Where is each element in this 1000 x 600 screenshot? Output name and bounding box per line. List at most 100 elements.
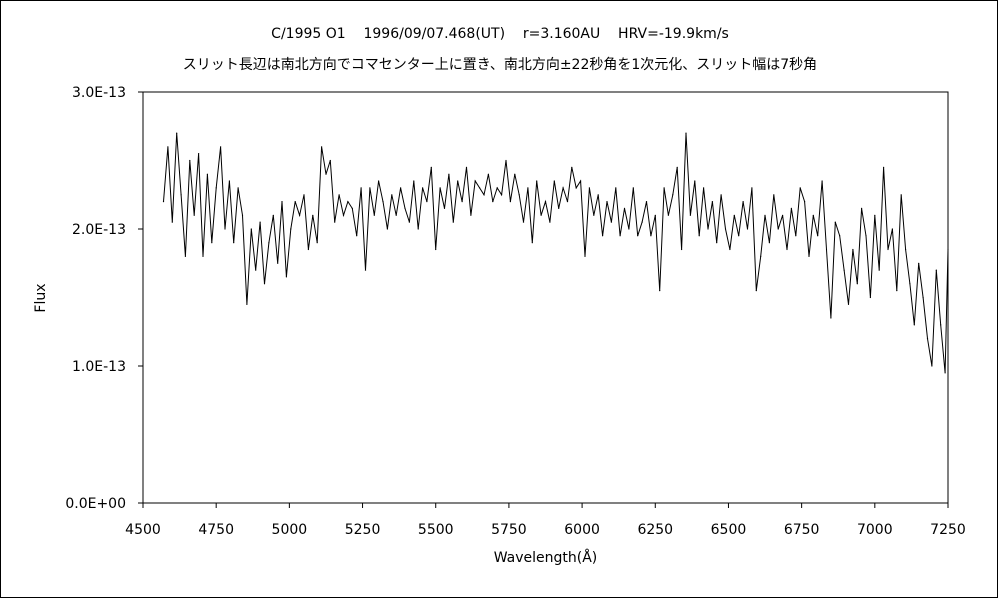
data-point (342, 214, 345, 216)
data-point (268, 242, 270, 244)
data-point (176, 132, 178, 134)
data-point (768, 242, 771, 244)
data-point (457, 180, 459, 182)
data-point (448, 173, 450, 175)
x-tick-label: 5500 (418, 522, 454, 538)
data-point (277, 262, 279, 264)
data-point (571, 166, 573, 168)
data-point (610, 221, 613, 223)
data-point (391, 194, 393, 196)
data-point (167, 146, 169, 148)
data-point (505, 159, 507, 162)
data-point (198, 153, 200, 155)
data-point (193, 214, 195, 216)
data-point (874, 214, 876, 216)
data-point (281, 201, 283, 203)
data-point (584, 255, 586, 257)
data-point (439, 187, 441, 189)
data-point (663, 187, 665, 189)
data-point (575, 187, 577, 189)
x-tick-label: 5250 (345, 522, 381, 538)
y-tick-label: 3.0E-13 (72, 85, 126, 101)
data-point (830, 317, 832, 319)
data-point (623, 207, 626, 209)
data-point (255, 269, 257, 271)
data-point (566, 201, 569, 203)
data-point (738, 235, 740, 237)
data-point (913, 324, 915, 326)
x-tick-label: 4500 (125, 522, 161, 538)
data-point (228, 180, 230, 182)
data-point (562, 187, 564, 189)
data-point (479, 187, 481, 189)
data-point (470, 214, 472, 216)
data-point (935, 269, 937, 271)
data-point (597, 194, 599, 196)
data-point (760, 255, 762, 257)
data-point (540, 214, 542, 216)
data-point (347, 201, 349, 203)
x-tick-label: 6750 (784, 522, 820, 538)
data-point (812, 214, 814, 216)
data-point (527, 187, 529, 189)
data-point (711, 201, 714, 203)
data-point (443, 207, 446, 209)
data-point (162, 201, 165, 203)
data-point (461, 201, 463, 203)
data-point (667, 214, 670, 216)
data-point (905, 248, 907, 251)
x-tick-label: 6500 (711, 522, 747, 538)
data-point (483, 194, 485, 196)
plot-area (142, 91, 949, 504)
data-point (224, 228, 226, 230)
data-point (452, 221, 454, 223)
data-point (628, 228, 630, 230)
data-point (588, 187, 591, 189)
data-point (650, 235, 652, 237)
y-axis: 0.0E+00 1.0E-13 2.0E-13 3.0E-13 (65, 85, 143, 512)
data-point (285, 276, 287, 278)
chart-subtitle: スリット長辺は南北方向でコマセンター上に置き、南北方向±22秒角を1次元化、スリ… (182, 57, 818, 73)
data-point (891, 228, 894, 230)
data-point (426, 201, 428, 203)
y-axis-label: Flux (33, 283, 49, 312)
data-point (316, 242, 318, 244)
x-tick-label: 7250 (930, 522, 966, 538)
data-point (887, 248, 889, 251)
data-point (825, 248, 828, 251)
data-point (492, 201, 494, 203)
data-point (360, 187, 362, 189)
data-point (947, 248, 949, 251)
data-point (782, 214, 784, 216)
data-point (821, 180, 823, 182)
data-point (299, 214, 301, 216)
data-point (325, 173, 327, 175)
data-point (878, 269, 880, 271)
data-point (641, 221, 643, 223)
data-point (422, 187, 424, 189)
data-point (294, 201, 296, 203)
data-point (211, 242, 213, 244)
data-point (549, 221, 551, 223)
data-point (918, 262, 920, 264)
data-point (259, 221, 261, 223)
data-point (777, 228, 779, 230)
data-point (544, 201, 547, 203)
chart-title: C/1995 O1 1996/09/07.468(UT) r=3.160AU H… (271, 26, 729, 42)
y-tick-label: 1.0E-13 (72, 359, 126, 375)
series-line (163, 133, 949, 373)
data-point (847, 303, 850, 305)
data-point (676, 166, 678, 168)
data-point (356, 235, 358, 237)
data-point (184, 255, 186, 257)
data-point (241, 214, 244, 216)
data-point (351, 207, 353, 209)
x-tick-label: 5000 (272, 522, 308, 538)
data-point (654, 214, 656, 216)
data-point (307, 248, 309, 251)
data-point (632, 187, 634, 189)
data-point (263, 283, 266, 285)
data-point (746, 228, 749, 230)
